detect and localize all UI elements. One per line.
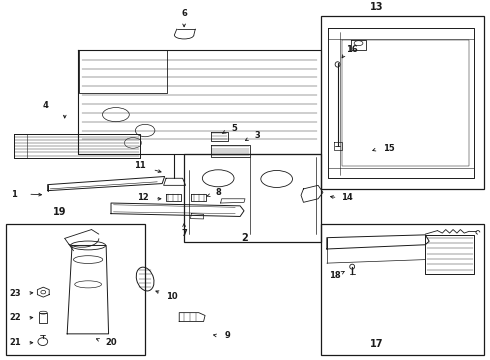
Text: 15: 15: [383, 144, 394, 153]
Text: 1: 1: [11, 190, 17, 199]
Text: 12: 12: [137, 193, 148, 202]
Text: 11: 11: [134, 161, 146, 170]
Text: 13: 13: [370, 2, 383, 12]
Text: 17: 17: [370, 339, 383, 350]
Text: 4: 4: [42, 101, 48, 110]
Text: 21: 21: [9, 338, 21, 347]
Text: 16: 16: [346, 45, 358, 54]
Text: 3: 3: [254, 131, 260, 140]
Text: 2: 2: [242, 233, 248, 243]
Bar: [320, 15, 484, 189]
Text: 8: 8: [215, 188, 221, 197]
Text: 5: 5: [231, 123, 237, 132]
Bar: [320, 224, 484, 355]
Text: 6: 6: [181, 9, 187, 18]
Bar: [39, 312, 47, 323]
Bar: [184, 153, 320, 242]
Text: 20: 20: [105, 338, 117, 347]
Bar: [6, 224, 145, 355]
Text: 7: 7: [181, 229, 187, 238]
Text: 14: 14: [342, 193, 353, 202]
Text: 22: 22: [9, 314, 21, 323]
Text: 9: 9: [225, 331, 231, 340]
Text: 19: 19: [53, 207, 67, 217]
Text: 18: 18: [329, 271, 341, 280]
Text: 10: 10: [166, 292, 178, 301]
Text: 23: 23: [9, 289, 21, 298]
